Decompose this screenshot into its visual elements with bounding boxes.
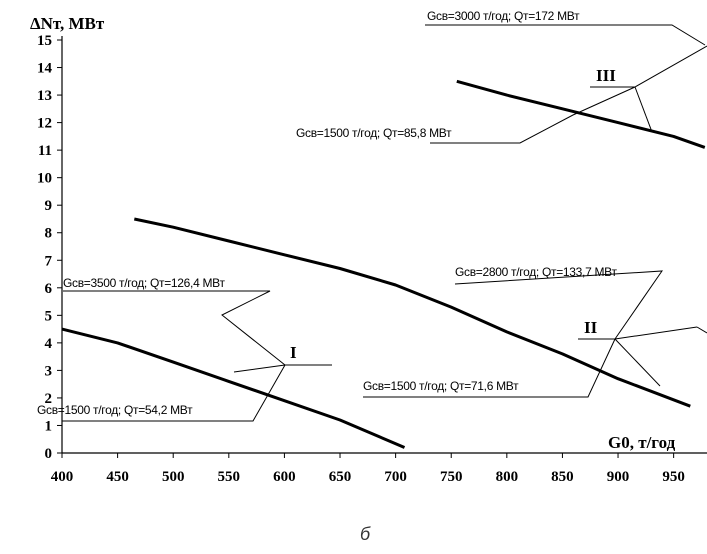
group-label-i: I — [290, 343, 297, 362]
series-line-ii — [133, 217, 691, 408]
x-axis-ticks: 400 450 500 550 600 650 700 750 800 850 900 950 — [51, 453, 685, 485]
y-tick-label: 5 — [45, 308, 53, 324]
annotation-leaders — [62, 24, 707, 422]
annotation-label: Gсв=1500 т/год; Qт=85,8 МВт — [296, 126, 452, 140]
series-line-i — [61, 327, 406, 449]
annotation-label: Gсв=3000 т/год; Qт=172 МВт — [427, 9, 580, 23]
y-tick-label: 11 — [38, 143, 52, 159]
annotation-leader-line — [634, 86, 653, 133]
y-tick-label: 14 — [37, 61, 53, 77]
series-line-iii — [456, 79, 706, 149]
annotation-label: Gсв=1500 т/год; Qт=71,6 МВт — [363, 379, 519, 393]
y-tick-label: 2 — [45, 391, 53, 407]
figure-caption: б — [360, 524, 371, 544]
annotation-label: Gсв=2800 т/год; Qт=133,7 МВт — [455, 265, 617, 279]
x-tick-label: 600 — [273, 469, 296, 485]
y-tick-label: 3 — [45, 363, 53, 379]
x-tick-label: 800 — [496, 469, 519, 485]
annotation-labels: Gсв=3000 т/год; Qт=172 МВт Gсв=1500 т/год… — [37, 9, 618, 417]
x-tick-label: 850 — [551, 469, 574, 485]
y-tick-label: 13 — [37, 88, 52, 104]
annotation-leader-line — [425, 24, 706, 46]
annotation-leader-line — [62, 364, 286, 422]
group-label-ii: II — [584, 318, 598, 337]
annotation-leader-line — [614, 338, 661, 387]
x-tick-label: 900 — [607, 469, 630, 485]
annotation-leader-line — [233, 364, 286, 373]
annotation-leader-line — [63, 290, 286, 366]
x-tick-label: 450 — [106, 469, 129, 485]
x-tick-label: 400 — [51, 469, 74, 485]
y-tick-label: 10 — [37, 171, 52, 187]
x-tick-label: 950 — [662, 469, 685, 485]
y-tick-label: 9 — [45, 198, 53, 214]
y-tick-label: 8 — [45, 226, 53, 242]
y-tick-label: 1 — [45, 418, 53, 434]
axes — [61, 36, 707, 454]
annotation-leader-line — [696, 326, 707, 334]
y-tick-label: 15 — [37, 33, 52, 49]
series-lines — [61, 79, 706, 449]
x-tick-label: 500 — [162, 469, 185, 485]
y-tick-label: 4 — [45, 336, 53, 352]
annotation-leader-line — [430, 86, 636, 144]
x-tick-label: 750 — [440, 469, 463, 485]
x-tick-label: 650 — [329, 469, 352, 485]
y-tick-label: 0 — [45, 446, 53, 462]
y-tick-label: 12 — [37, 116, 52, 132]
y-tick-label: 6 — [45, 281, 53, 297]
x-tick-label: 700 — [384, 469, 407, 485]
annotation-leader-line — [454, 270, 663, 340]
group-label-iii: III — [596, 66, 616, 85]
annotation-label: Gсв=1500 т/год; Qт=54,2 МВт — [37, 403, 193, 417]
annotation-label: Gсв=3500 т/год; Qт=126,4 МВт — [63, 276, 225, 290]
x-tick-label: 550 — [218, 469, 241, 485]
y-axis-label: ΔNт, МВт — [30, 14, 105, 33]
annotation-leader-line — [363, 338, 616, 398]
x-axis-label: G0, т/год — [608, 433, 676, 452]
y-tick-label: 7 — [45, 253, 53, 269]
